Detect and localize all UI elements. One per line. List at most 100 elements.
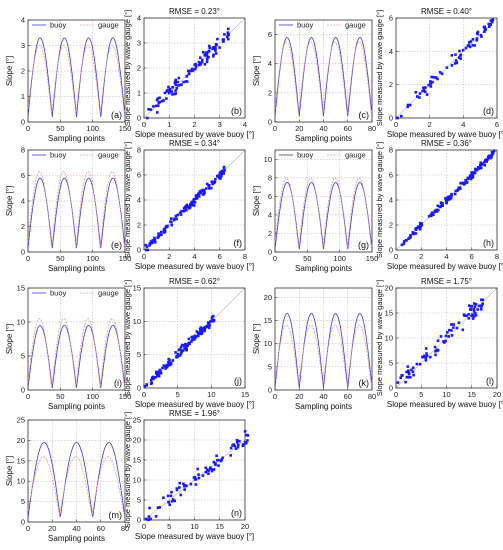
data-point [168, 91, 171, 95]
data-point [154, 241, 157, 244]
data-point [227, 33, 230, 36]
data-point [147, 108, 150, 111]
data-point [430, 75, 433, 79]
data-point [487, 22, 490, 26]
data-point [176, 352, 180, 356]
data-point [418, 221, 422, 225]
data-point [206, 55, 210, 59]
data-point [177, 76, 181, 80]
data-point [189, 205, 192, 209]
sc4-ytick-label: 10 [133, 317, 141, 326]
data-point [164, 367, 167, 370]
sc1-xtick-label: 0 [394, 120, 398, 129]
data-point [205, 468, 209, 471]
sc1-xtick-label: 2 [428, 120, 432, 129]
data-point [411, 231, 414, 234]
ts6-ytick-label: 20 [17, 436, 25, 445]
y-axis-label: Slope measured by wave gauge [°] [375, 10, 384, 126]
data-point [197, 334, 200, 338]
data-point [195, 335, 198, 338]
data-point [214, 463, 217, 467]
data-point [406, 105, 409, 109]
sc0-xtick-label: 1 [167, 120, 171, 129]
x-axis-label: Slope measured by wave buoy [°] [135, 532, 254, 541]
data-point [415, 95, 419, 98]
data-point [450, 192, 453, 196]
data-point [173, 217, 177, 221]
legend-label-gauge: gauge [98, 21, 119, 30]
timeseries-panel-2: 0 50 100 150 0 2 4 6 8 buoy gauge (e) Sampling point… [5, 146, 131, 274]
data-point [446, 196, 449, 199]
data-point [208, 46, 212, 50]
data-point [179, 213, 183, 216]
data-point [476, 32, 479, 35]
sc5-ytick-label: 15 [385, 309, 393, 318]
data-point [490, 153, 494, 157]
data-point [162, 99, 165, 102]
data-point [144, 243, 148, 247]
data-point [234, 447, 238, 450]
sc4-frame [143, 287, 246, 389]
data-point [205, 60, 209, 64]
ts4-xtick-label: 100 [86, 392, 99, 401]
data-point [208, 323, 211, 327]
data-point [475, 37, 479, 40]
ts0-ytick-label: 2 [21, 67, 25, 76]
data-point [211, 319, 215, 322]
data-point [207, 50, 211, 53]
data-point [165, 363, 169, 367]
ts3-xtick-label: 0 [273, 254, 277, 263]
data-point [160, 233, 163, 236]
data-point [199, 192, 202, 195]
data-point [226, 37, 230, 41]
data-point [243, 430, 247, 433]
data-point [213, 180, 217, 184]
ts3-xtick-label: 50 [303, 254, 311, 263]
series-line-gauge [27, 456, 126, 517]
data-point [418, 224, 422, 227]
data-point [178, 211, 182, 215]
data-point [472, 307, 475, 311]
legend-label-buoy: buoy [297, 21, 314, 30]
ts4-xtick-label: 150 [119, 392, 132, 401]
data-point [203, 63, 207, 66]
data-point [409, 234, 412, 237]
data-point [154, 104, 158, 108]
ts3-ytick-label: 0 [268, 248, 272, 257]
data-point [424, 356, 428, 360]
data-point [414, 91, 418, 94]
data-point [198, 63, 201, 67]
ts2-xtick-label: 150 [119, 254, 132, 263]
data-point [445, 199, 448, 203]
ts6-xtick-label: 40 [72, 524, 80, 533]
data-point [214, 462, 217, 465]
sc4-xtick-label: 0 [142, 390, 146, 399]
data-point [185, 75, 188, 78]
data-point [420, 222, 423, 225]
ts4-ytick-label: 10 [17, 318, 25, 327]
data-point [174, 351, 177, 354]
data-point [192, 476, 196, 479]
data-point [191, 202, 194, 205]
data-point [222, 172, 225, 175]
data-point [194, 478, 198, 481]
data-point [480, 298, 483, 302]
data-point [479, 166, 482, 170]
data-point [205, 54, 209, 58]
data-point [196, 331, 200, 335]
sc5-ytick-label: 20 [385, 284, 393, 293]
data-point [438, 71, 442, 74]
data-point [156, 236, 160, 239]
data-point [200, 189, 203, 193]
ts6-ytick-label: 0 [21, 518, 25, 527]
data-point [474, 303, 478, 306]
data-point [214, 49, 217, 52]
data-point [155, 372, 158, 375]
ts6-ytick-label: 25 [17, 416, 25, 425]
data-point [471, 175, 475, 179]
data-point [146, 248, 150, 252]
data-point [474, 168, 477, 172]
sc4-ytick-label: 5 [137, 350, 141, 359]
chart-title: RMSE = 0.40° [421, 7, 472, 16]
panel-label: (l) [486, 376, 494, 386]
